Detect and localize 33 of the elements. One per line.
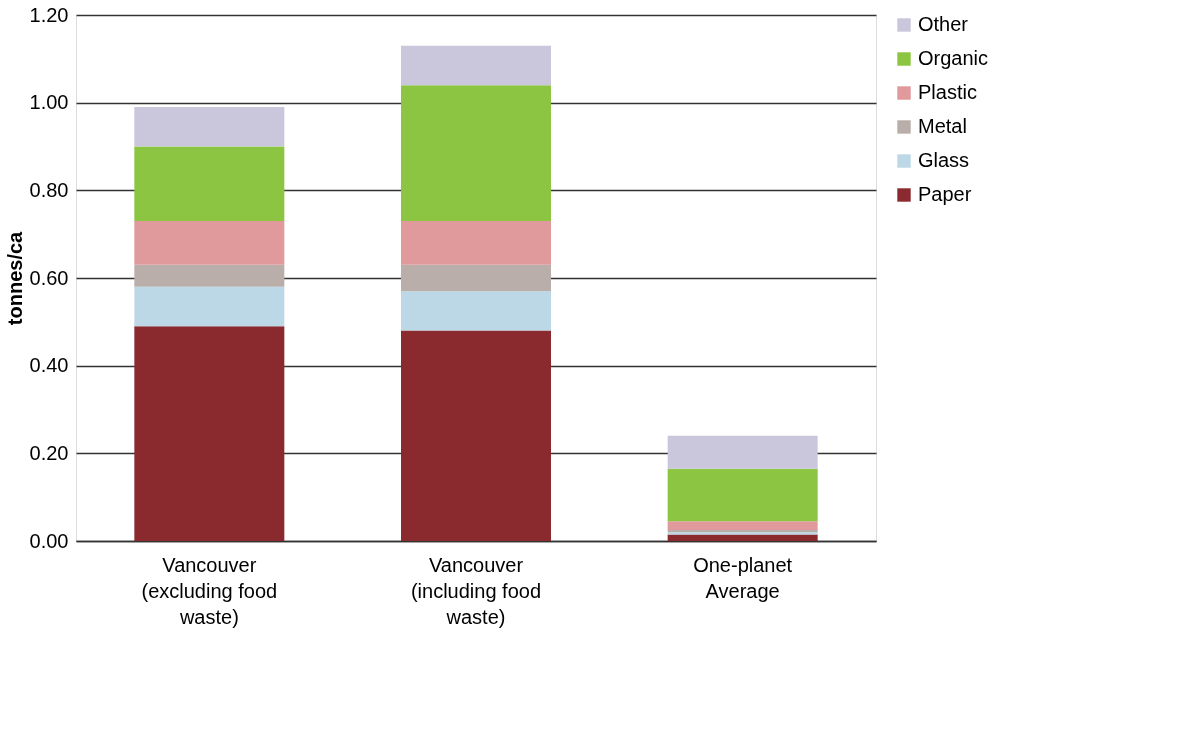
bar [667,435,818,469]
y-tick-label: 0.20 [29,441,69,464]
x-tick-label: Vancouver (excluding food waste) [141,553,278,628]
bar [134,107,285,147]
x-tick-label: Vancouver (including food waste) [410,553,542,628]
bar [134,264,285,287]
bar [134,146,285,222]
bar [667,534,818,541]
bar [134,286,285,327]
bar [401,221,551,265]
x-tick-label: One-planet Average [693,553,793,602]
bar [667,468,818,522]
y-axis-title: tonnes/ca [3,230,26,326]
bar [401,85,551,222]
bar [401,330,551,541]
bar [401,45,551,86]
legend-label: Plastic [918,81,977,103]
legend-label: Paper [918,183,972,205]
bar [134,326,285,541]
y-tick-label: 0.60 [29,266,69,289]
bar [401,264,551,292]
y-tick-label: 0.40 [29,354,69,377]
bar [134,221,285,265]
bar [667,521,818,531]
y-tick-label: 1.00 [29,91,69,114]
y-tick-label: 0.80 [29,178,69,201]
bar [401,291,551,331]
legend-label: Other [918,13,969,35]
y-tick-label: 0.00 [29,529,69,552]
legend-label: Metal [918,115,967,137]
y-tick-label: 1.20 [29,3,69,26]
legend-label: Organic [918,47,989,69]
legend-label: Glass [918,149,970,171]
